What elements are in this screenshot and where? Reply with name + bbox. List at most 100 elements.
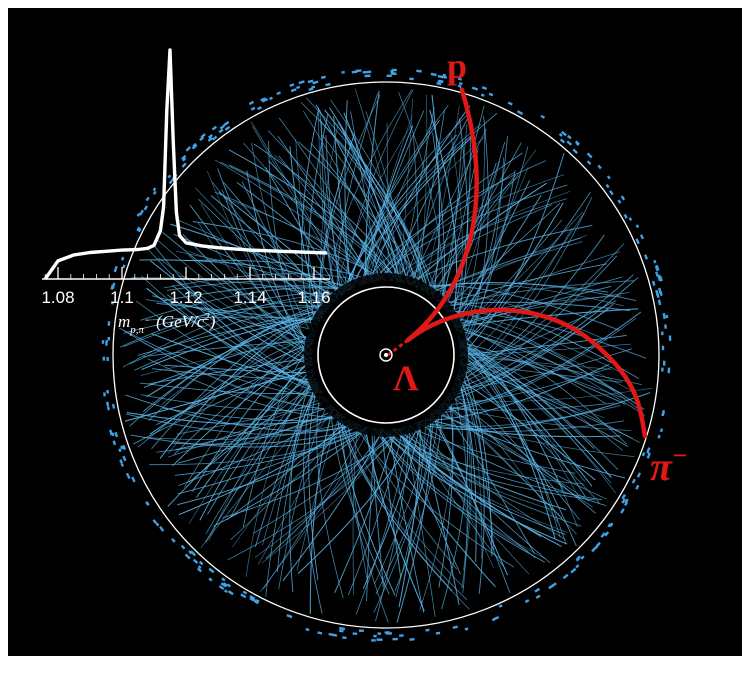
track — [245, 369, 314, 577]
hit — [249, 597, 256, 602]
hit — [600, 532, 606, 538]
primary-vertex-outer — [379, 348, 393, 362]
track — [174, 218, 338, 300]
hit — [661, 367, 664, 372]
track — [395, 191, 571, 282]
hit — [662, 360, 666, 366]
track — [278, 155, 376, 282]
hit — [131, 476, 136, 483]
proton-label: p — [447, 46, 467, 86]
track — [422, 106, 460, 291]
hit — [255, 599, 260, 603]
hit — [298, 80, 305, 85]
hit — [106, 389, 110, 394]
track — [404, 426, 436, 617]
track — [428, 237, 582, 295]
hit — [644, 254, 649, 260]
track — [398, 427, 461, 575]
track — [457, 372, 495, 550]
track — [458, 342, 619, 470]
hit — [224, 125, 231, 131]
track — [151, 307, 330, 450]
hit — [218, 585, 225, 591]
track — [458, 369, 605, 418]
hit — [662, 312, 666, 320]
hit — [654, 265, 659, 271]
hit — [197, 565, 202, 570]
hit — [452, 625, 459, 630]
track — [156, 412, 341, 453]
hit — [480, 93, 485, 97]
track — [378, 428, 496, 588]
hit — [535, 594, 541, 599]
track — [369, 105, 471, 283]
track — [171, 284, 322, 392]
hit — [308, 87, 314, 91]
track — [170, 223, 345, 295]
hit — [550, 582, 557, 588]
track — [406, 425, 530, 575]
hit — [269, 96, 273, 101]
hit — [362, 70, 368, 74]
hit — [181, 157, 187, 162]
track — [343, 112, 401, 283]
track — [289, 373, 315, 592]
hit — [211, 125, 217, 131]
track — [352, 423, 359, 595]
hit — [628, 217, 633, 222]
hit — [200, 133, 206, 139]
track — [443, 400, 577, 535]
hit — [623, 213, 628, 219]
track — [366, 428, 376, 602]
track — [380, 428, 568, 545]
track — [141, 316, 323, 370]
track — [147, 358, 347, 419]
hit — [341, 70, 345, 74]
hit — [624, 501, 629, 507]
track — [210, 195, 336, 302]
hit — [111, 403, 116, 409]
track — [172, 351, 313, 467]
hit — [240, 593, 247, 599]
track — [457, 370, 600, 504]
hit — [559, 138, 566, 144]
track — [417, 94, 428, 289]
tick-label: 1.1 — [110, 288, 134, 307]
track — [459, 345, 586, 497]
tick-label: 1.08 — [41, 288, 74, 307]
track — [226, 418, 350, 521]
hit — [227, 590, 234, 596]
hit — [226, 583, 232, 588]
track — [443, 303, 614, 402]
track — [254, 383, 319, 548]
track — [178, 275, 323, 317]
hit — [620, 508, 625, 514]
hit — [219, 124, 225, 130]
hit — [507, 101, 513, 106]
track — [154, 246, 323, 394]
track — [200, 398, 327, 549]
hit — [409, 638, 415, 641]
track — [206, 367, 314, 515]
track — [398, 420, 421, 608]
hit — [180, 544, 186, 550]
track — [438, 395, 454, 588]
hit — [119, 459, 123, 464]
hit — [192, 144, 198, 150]
track — [156, 302, 319, 325]
track — [452, 255, 618, 388]
track — [212, 181, 325, 316]
track — [380, 428, 585, 485]
track — [404, 426, 506, 570]
track — [459, 153, 565, 358]
track — [241, 181, 320, 323]
track — [454, 308, 639, 329]
hit — [192, 142, 197, 148]
hit — [188, 550, 193, 555]
hit — [102, 356, 106, 361]
track — [423, 418, 494, 568]
hit — [307, 79, 314, 84]
track — [391, 428, 582, 527]
track — [326, 89, 413, 311]
